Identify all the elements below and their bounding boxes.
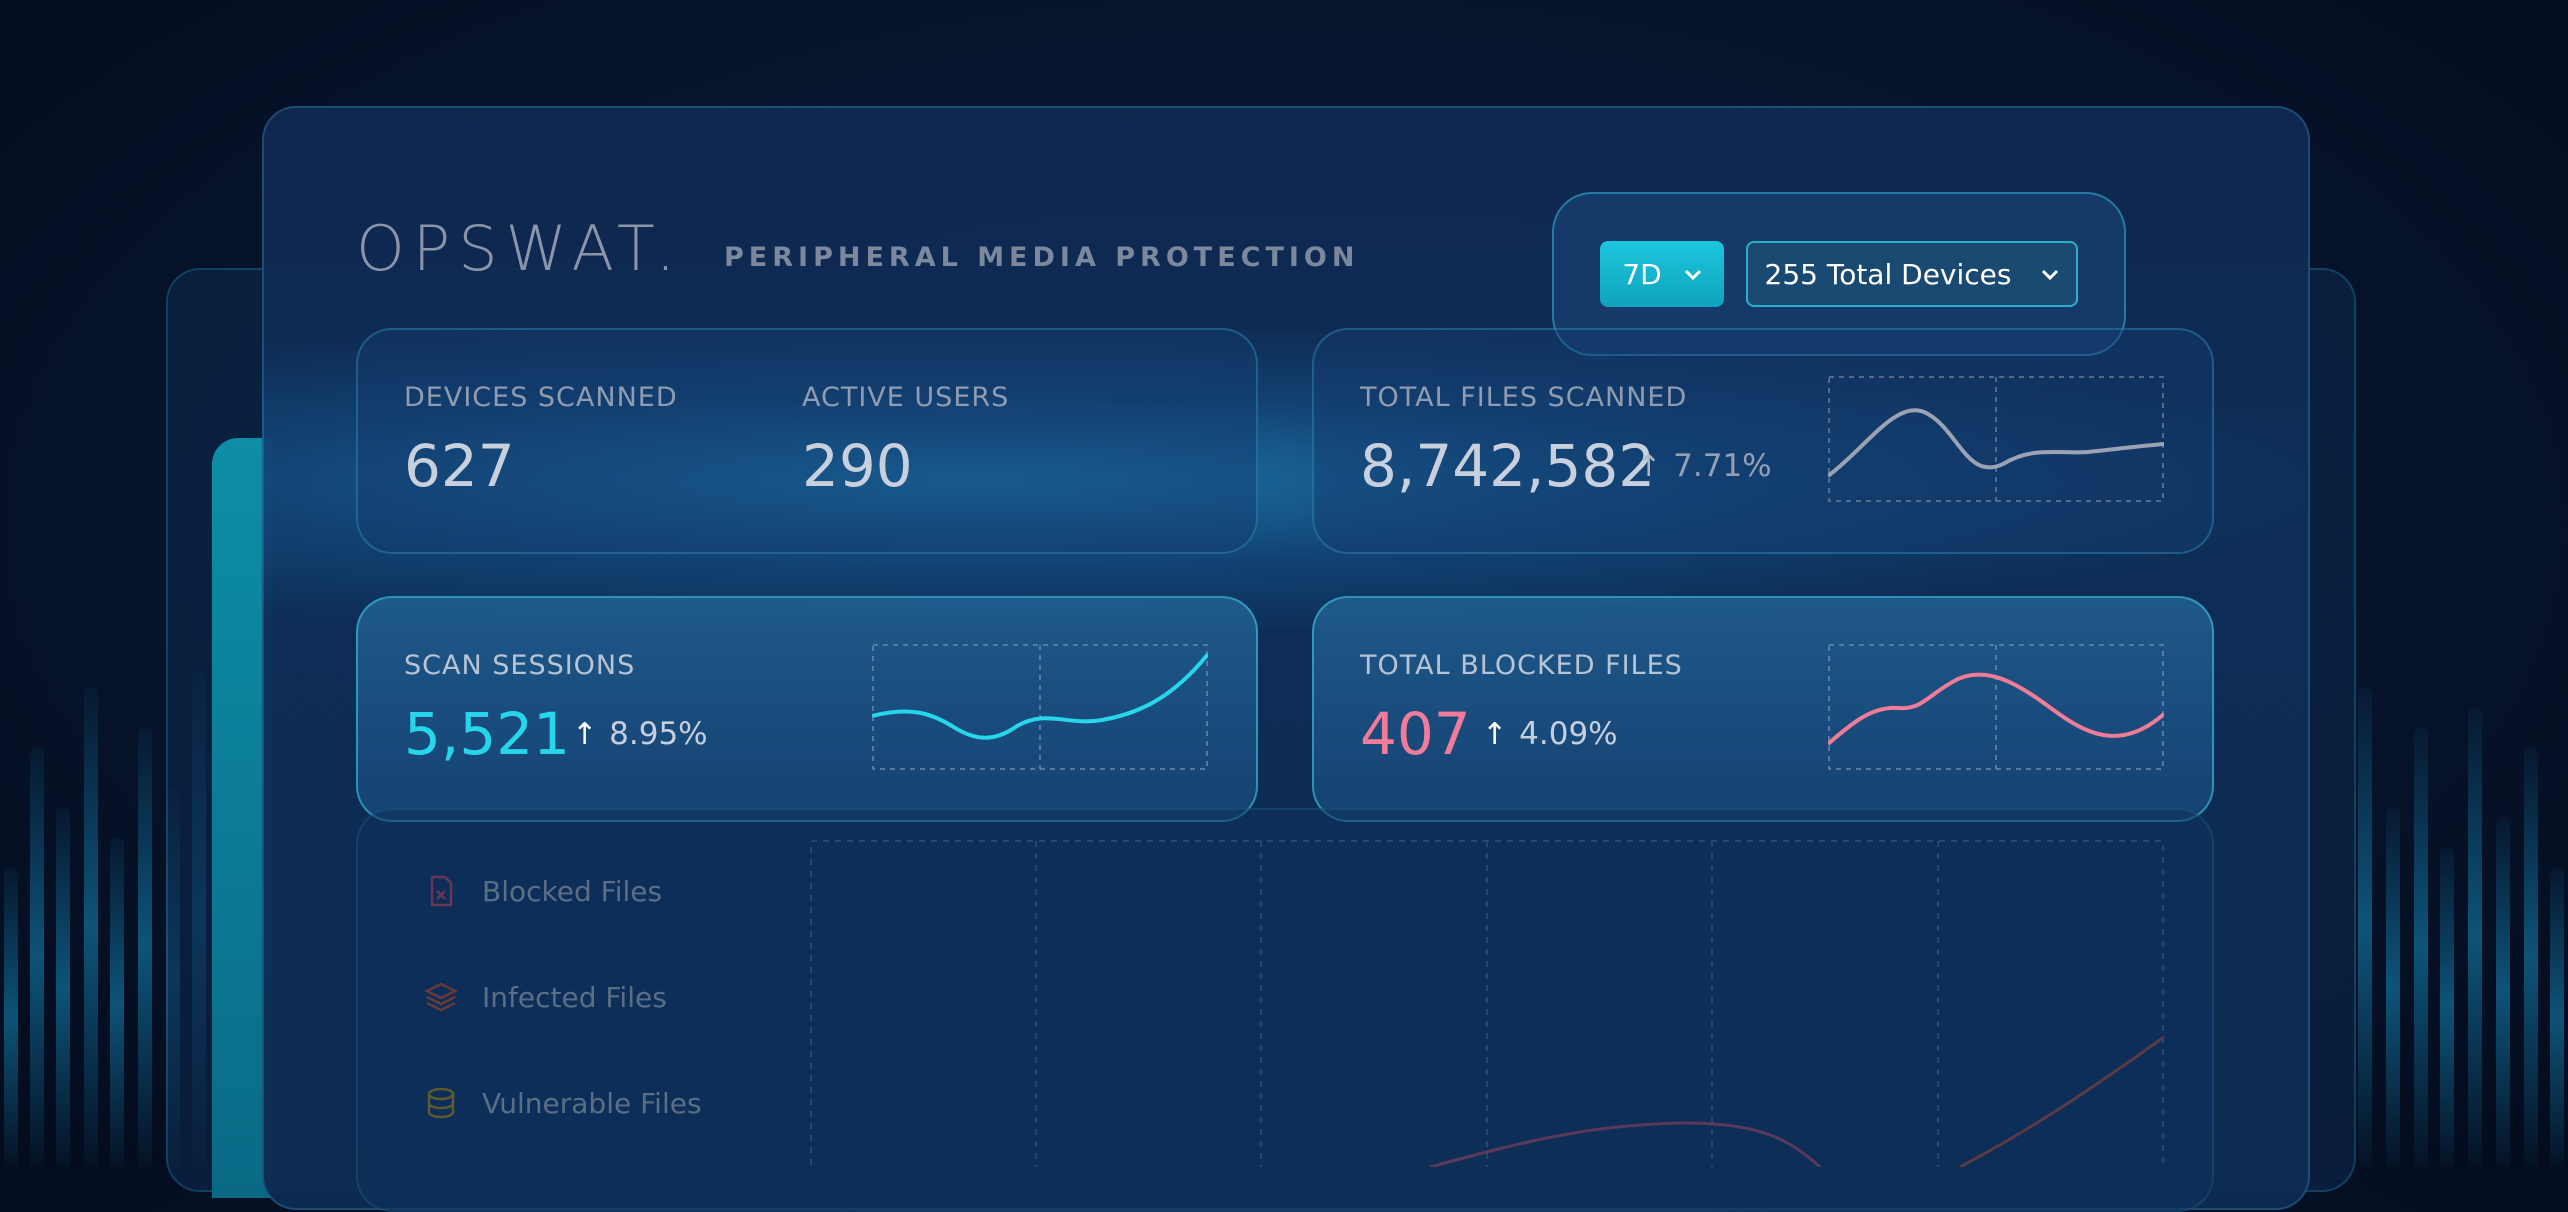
- total-files-scanned-value: 8,742,582: [1360, 432, 1655, 500]
- legend-blocked-files[interactable]: Blocked Files: [424, 874, 662, 908]
- arrow-up-icon: ↑: [1482, 717, 1507, 752]
- legend-infected-files[interactable]: Infected Files: [424, 980, 667, 1014]
- devices-dropdown[interactable]: 255 Total Devices: [1746, 241, 2078, 307]
- total-blocked-files-sparkline: [1828, 644, 2164, 770]
- chevron-down-icon: [1684, 262, 1702, 287]
- devices-scanned-value: 627: [404, 432, 515, 500]
- scan-sessions-value: 5,521: [404, 700, 570, 768]
- total-blocked-files-label: TOTAL BLOCKED FILES: [1360, 650, 1683, 681]
- total-files-scanned-change-value: 7.71%: [1673, 448, 1771, 484]
- active-users-value: 290: [802, 432, 913, 500]
- devices-label: 255 Total Devices: [1765, 258, 2012, 291]
- database-vulnerable-icon: [424, 1086, 458, 1120]
- layers-infected-icon: [424, 980, 458, 1014]
- scan-sessions-change-value: 8.95%: [609, 716, 707, 752]
- legend-vulnerable-label: Vulnerable Files: [482, 1087, 702, 1120]
- legend-vulnerable-files[interactable]: Vulnerable Files: [424, 1086, 702, 1120]
- devices-scanned-label: DEVICES SCANNED: [404, 382, 678, 413]
- total-blocked-files-change-value: 4.09%: [1519, 716, 1617, 752]
- scan-sessions-change: ↑ 8.95%: [572, 716, 708, 752]
- legend-infected-label: Infected Files: [482, 981, 667, 1014]
- active-users-label: ACTIVE USERS: [802, 382, 1009, 413]
- page-subtitle: PERIPHERAL MEDIA PROTECTION: [724, 242, 1359, 273]
- files-chart-plot: [810, 840, 2164, 1167]
- background-bars-right: [2328, 360, 2568, 1167]
- scan-sessions-sparkline: [872, 644, 1208, 770]
- period-label: 7D: [1622, 258, 1661, 291]
- total-files-scanned-label: TOTAL FILES SCANNED: [1360, 382, 1687, 413]
- opswat-logo: OPSWAT.: [356, 212, 683, 285]
- total-blocked-files-change: ↑ 4.09%: [1482, 716, 1618, 752]
- legend-blocked-label: Blocked Files: [482, 875, 662, 908]
- total-files-scanned-change: ↑ 7.71%: [1636, 448, 1772, 484]
- total-files-scanned-sparkline: [1828, 376, 2164, 502]
- arrow-up-icon: ↑: [572, 717, 597, 752]
- period-dropdown[interactable]: 7D: [1600, 241, 1724, 307]
- arrow-up-icon: ↑: [1636, 449, 1661, 484]
- chevron-down-icon: [2041, 262, 2059, 287]
- file-blocked-icon: [424, 874, 458, 908]
- scan-sessions-label: SCAN SESSIONS: [404, 650, 635, 681]
- total-blocked-files-value: 407: [1360, 700, 1471, 768]
